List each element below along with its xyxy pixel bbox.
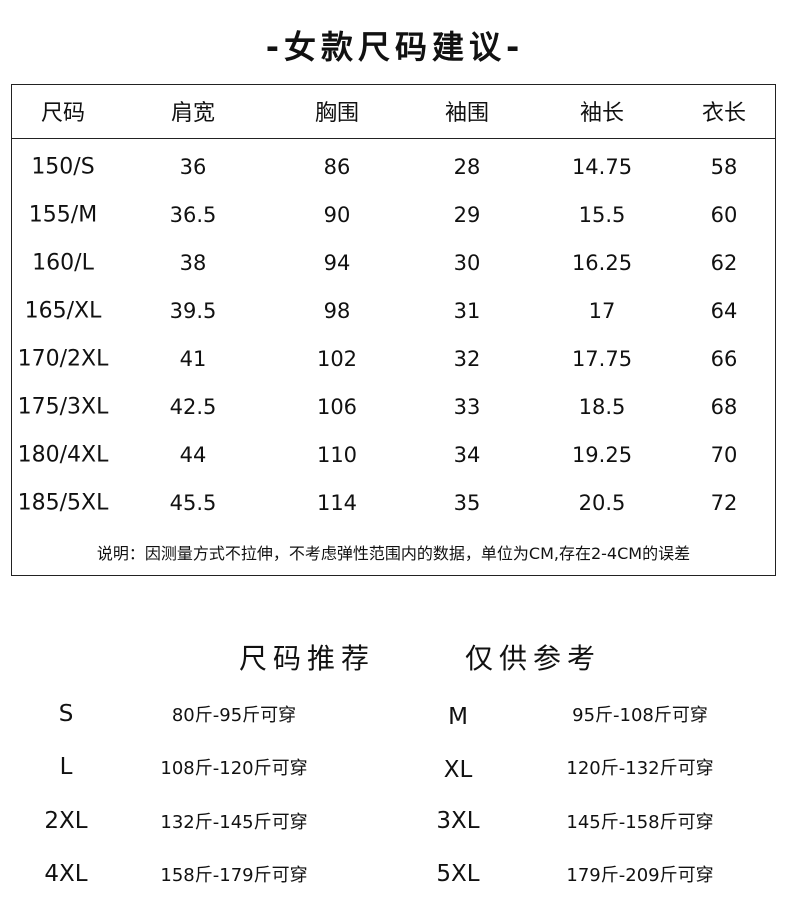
value-cell: 70	[710, 443, 738, 467]
recommend-weight-range: 108斤-120斤可穿	[160, 758, 308, 779]
value-cell: 17.75	[571, 347, 633, 371]
size-cell: 160/L	[32, 250, 94, 276]
value-cell: 33	[453, 395, 481, 419]
value-cell: 36.5	[169, 203, 217, 227]
size-cell: 150/S	[31, 154, 95, 180]
recommend-weight-range: 158斤-179斤可穿	[160, 865, 308, 886]
value-cell: 35	[453, 491, 481, 515]
value-cell: 36	[179, 155, 207, 179]
value-cell: 62	[710, 251, 738, 275]
value-cell: 98	[323, 299, 351, 323]
value-cell: 17	[588, 299, 616, 323]
value-cell: 45.5	[169, 491, 217, 515]
value-cell: 15.5	[578, 203, 626, 227]
value-cell: 102	[316, 347, 358, 371]
table-note: 说明：因测量方式不拉伸，不考虑弹性范围内的数据，单位为CM,存在2-4CM的误差	[96, 544, 691, 563]
value-cell: 42.5	[169, 395, 217, 419]
value-cell: 19.25	[571, 443, 633, 467]
value-cell: 16.25	[571, 251, 633, 275]
value-cell: 30	[453, 251, 481, 275]
value-cell: 68	[710, 395, 738, 419]
size-cell: 185/5XL	[17, 490, 109, 516]
value-cell: 32	[453, 347, 481, 371]
recommend-size: XL	[443, 757, 473, 783]
value-cell: 44	[179, 443, 207, 467]
recommend-size: 4XL	[44, 861, 88, 887]
column-header: 袖围	[444, 101, 490, 126]
value-cell: 86	[323, 155, 351, 179]
value-cell: 66	[710, 347, 738, 371]
size-cell: 165/XL	[24, 298, 102, 324]
value-cell: 90	[323, 203, 351, 227]
value-cell: 31	[453, 299, 481, 323]
recommend-subtitle: 仅供参考	[464, 642, 602, 675]
value-cell: 106	[316, 395, 358, 419]
value-cell: 110	[316, 443, 358, 467]
value-cell: 18.5	[578, 395, 626, 419]
value-cell: 28	[453, 155, 481, 179]
recommend-title: 尺码推荐	[238, 642, 376, 675]
value-cell: 94	[323, 251, 351, 275]
size-cell: 175/3XL	[17, 394, 109, 420]
column-header: 肩宽	[170, 101, 216, 126]
size-cell: 170/2XL	[17, 346, 109, 372]
value-cell: 58	[710, 155, 738, 179]
value-cell: 60	[710, 203, 738, 227]
value-cell: 14.75	[571, 155, 633, 179]
recommend-weight-range: 145斤-158斤可穿	[566, 812, 714, 833]
value-cell: 20.5	[578, 491, 626, 515]
size-cell: 180/4XL	[17, 442, 109, 468]
recommend-weight-range: 80斤-95斤可穿	[171, 705, 297, 726]
recommend-weight-range: 179斤-209斤可穿	[566, 865, 714, 886]
recommend-size: S	[58, 701, 74, 727]
value-cell: 34	[453, 443, 481, 467]
recommend-weight-range: 132斤-145斤可穿	[160, 812, 308, 833]
column-header: 尺码	[40, 101, 86, 126]
recommend-size: 3XL	[436, 808, 480, 834]
recommend-weight-range: 95斤-108斤可穿	[572, 705, 708, 726]
value-cell: 114	[316, 491, 358, 515]
size-table: 尺码 肩宽 胸围 袖围 袖长 衣长 150/S 36 86 28 14.75 58 155/M 36.5…	[11, 84, 776, 576]
value-cell: 38	[179, 251, 207, 275]
column-header: 衣长	[701, 101, 747, 126]
recommend-size: M	[448, 704, 468, 730]
value-cell: 41	[179, 347, 207, 371]
value-cell: 64	[710, 299, 738, 323]
page-title: -女款尺码建议-	[265, 28, 525, 66]
column-header: 胸围	[314, 101, 360, 126]
value-cell: 39.5	[169, 299, 217, 323]
recommend-weight-range: 120斤-132斤可穿	[566, 758, 714, 779]
value-cell: 29	[453, 203, 481, 227]
size-cell: 155/M	[28, 202, 98, 228]
recommend-size: 5XL	[436, 861, 480, 887]
column-header: 袖长	[579, 101, 625, 126]
table-header: 尺码 肩宽 胸围 袖围 袖长 衣长	[12, 85, 775, 139]
recommend-size: 2XL	[44, 808, 88, 834]
recommend-size: L	[59, 754, 73, 780]
value-cell: 72	[710, 491, 738, 515]
